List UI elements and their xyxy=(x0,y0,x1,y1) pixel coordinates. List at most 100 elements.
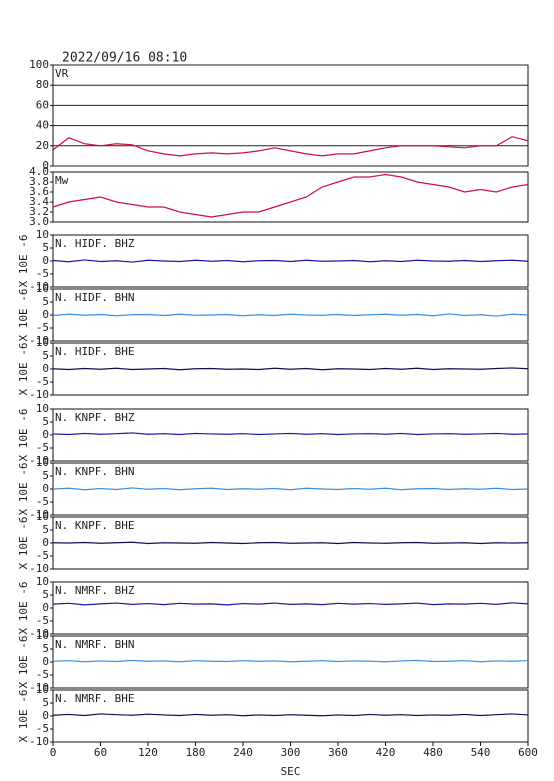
y-axis-label: X 10E -6 xyxy=(17,463,30,516)
y-tick-label: -10 xyxy=(29,280,49,293)
trace xyxy=(52,602,529,606)
y-tick-label: 5 xyxy=(42,696,49,709)
y-tick-label: 0 xyxy=(42,709,49,722)
y-tick-label: -10 xyxy=(29,627,49,640)
y-tick-label: 3.2 xyxy=(29,205,49,218)
y-tick-label: 5 xyxy=(42,295,49,308)
y-tick-label: 60 xyxy=(36,98,49,111)
y-tick-label: 10 xyxy=(36,402,49,415)
y-axis-label: X 10E -6 xyxy=(17,289,30,342)
y-tick-label: -5 xyxy=(36,321,49,334)
y-tick-label: 0 xyxy=(42,428,49,441)
y-tick-label: 0 xyxy=(42,601,49,614)
y-tick-label: 5 xyxy=(42,241,49,254)
y-tick-label: 0 xyxy=(42,536,49,549)
series-label: N. KNPF. BHE xyxy=(55,519,134,532)
x-tick-label: 600 xyxy=(518,746,538,759)
y-tick-label: -10 xyxy=(29,681,49,694)
x-tick-label: 360 xyxy=(328,746,348,759)
y-tick-label: 5 xyxy=(42,523,49,536)
y-tick-label: 5 xyxy=(42,415,49,428)
y-tick-label: 5 xyxy=(42,642,49,655)
series-label: N. KNPF. BHZ xyxy=(55,411,135,424)
y-tick-label: 0 xyxy=(42,254,49,267)
y-tick-label: 10 xyxy=(36,228,49,241)
trace xyxy=(52,713,529,717)
series-label: N. KNPF. BHN xyxy=(55,465,134,478)
y-axis-label: X 10E -6 xyxy=(17,690,30,743)
trace xyxy=(52,259,529,263)
x-tick-label: 300 xyxy=(281,746,301,759)
x-tick-label: 120 xyxy=(138,746,158,759)
series-label: Mw xyxy=(55,174,69,187)
y-axis-label: X 10E -6 xyxy=(17,517,30,570)
y-tick-label: 5 xyxy=(42,349,49,362)
y-tick-label: 4.0 xyxy=(29,165,49,178)
trace xyxy=(52,367,529,371)
y-tick-label: -10 xyxy=(29,562,49,575)
x-tick-label: 60 xyxy=(94,746,107,759)
y-tick-label: 3.0 xyxy=(29,215,49,228)
y-tick-label: 10 xyxy=(36,629,49,642)
trace xyxy=(52,136,529,157)
y-axis-label: X 10E -6 xyxy=(17,343,30,396)
y-tick-label: 80 xyxy=(36,78,49,91)
trace xyxy=(52,659,529,663)
x-axis-label: SEC xyxy=(281,765,301,778)
trace xyxy=(52,541,529,545)
y-tick-label: 3.8 xyxy=(29,175,49,188)
y-tick-label: -10 xyxy=(29,334,49,347)
y-tick-label: 0 xyxy=(42,482,49,495)
y-axis-label: X 10E -6 xyxy=(17,582,30,635)
y-tick-label: -5 xyxy=(36,375,49,388)
y-tick-label: 3.6 xyxy=(29,185,49,198)
series-label: N. HIDF. BHE xyxy=(55,345,134,358)
y-tick-label: -10 xyxy=(29,508,49,521)
y-tick-label: 3.4 xyxy=(29,195,49,208)
x-tick-label: 180 xyxy=(186,746,206,759)
y-tick-label: 0 xyxy=(42,362,49,375)
x-tick-label: 420 xyxy=(376,746,396,759)
y-tick-label: 5 xyxy=(42,588,49,601)
chart-title: 2022/09/16 08:10 xyxy=(62,51,187,66)
trace xyxy=(52,487,529,491)
panel-frame xyxy=(52,171,529,223)
x-tick-label: 480 xyxy=(423,746,443,759)
y-tick-label: -5 xyxy=(36,549,49,562)
y-tick-label: 10 xyxy=(36,510,49,523)
y-axis-label: X 10E -6 xyxy=(17,235,30,288)
series-label: N. HIDF. BHZ xyxy=(55,237,135,250)
series-label: N. NMRF. BHN xyxy=(55,638,134,651)
x-tick-label: 240 xyxy=(233,746,253,759)
trace xyxy=(52,173,529,218)
y-tick-label: 10 xyxy=(36,336,49,349)
y-tick-label: -5 xyxy=(36,668,49,681)
series-label: N. NMRF. BHZ xyxy=(55,584,135,597)
y-tick-label: 0 xyxy=(42,308,49,321)
y-tick-label: -5 xyxy=(36,722,49,735)
series-label: N. HIDF. BHN xyxy=(55,291,134,304)
trace xyxy=(52,313,529,317)
y-tick-label: 10 xyxy=(36,282,49,295)
y-tick-label: 20 xyxy=(36,139,49,152)
x-tick-label: 0 xyxy=(50,746,57,759)
y-tick-label: -10 xyxy=(29,388,49,401)
x-tick-label: 540 xyxy=(471,746,491,759)
y-tick-label: 40 xyxy=(36,119,49,132)
y-axis-label: X 10E -6 xyxy=(17,636,30,689)
series-label: VR xyxy=(55,67,69,80)
y-axis-label: X 10E -6 xyxy=(17,409,30,462)
series-label: N. NMRF. BHE xyxy=(55,692,134,705)
y-tick-label: -5 xyxy=(36,614,49,627)
y-tick-label: 10 xyxy=(36,683,49,696)
y-tick-label: 5 xyxy=(42,469,49,482)
y-tick-label: 100 xyxy=(29,58,49,71)
y-tick-label: -5 xyxy=(36,267,49,280)
y-tick-label: -10 xyxy=(29,454,49,467)
y-tick-label: -10 xyxy=(29,735,49,748)
trace xyxy=(52,432,529,436)
y-tick-label: 10 xyxy=(36,575,49,588)
y-tick-label: 0 xyxy=(42,159,49,172)
y-tick-label: -5 xyxy=(36,495,49,508)
